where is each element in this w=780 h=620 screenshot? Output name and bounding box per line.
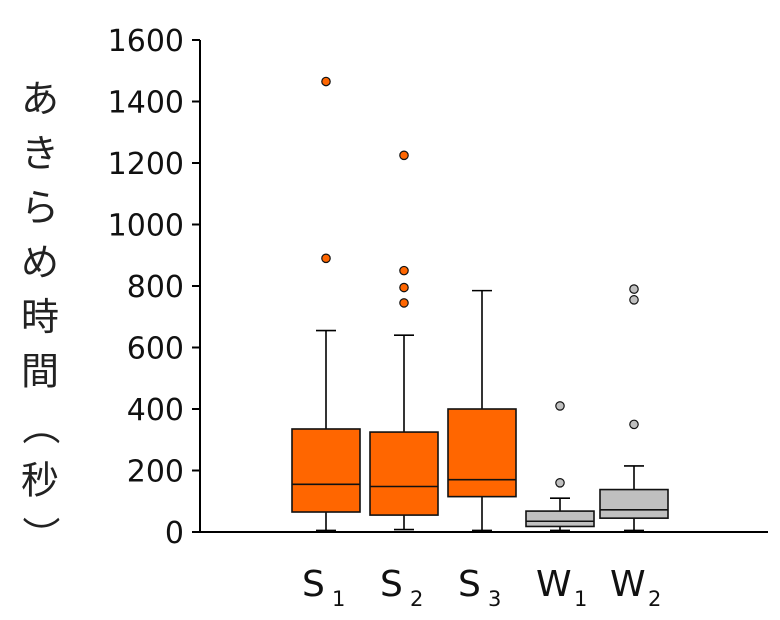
x-category-label: W bbox=[536, 564, 572, 605]
y-label-char: 秒 bbox=[21, 459, 59, 503]
y-tick-label: 400 bbox=[127, 393, 184, 428]
y-label-char: （ bbox=[18, 407, 62, 445]
y-tick-label: 1600 bbox=[108, 24, 184, 59]
outlier-point bbox=[555, 477, 565, 488]
x-category-subscript: 2 bbox=[410, 587, 423, 611]
box-series bbox=[291, 76, 669, 532]
box-w2 bbox=[599, 284, 669, 532]
y-tick-label: 0 bbox=[165, 516, 184, 551]
y-tick-label: 1200 bbox=[108, 147, 184, 182]
outlier-point bbox=[555, 401, 565, 411]
iqr-box bbox=[599, 488, 669, 519]
outlier-point bbox=[321, 253, 331, 264]
y-label-char: 間 bbox=[21, 350, 59, 394]
y-axis: 0 200 400 600 800 1000 1200 1400 1600 bbox=[108, 24, 201, 551]
y-tick-label: 200 bbox=[127, 455, 184, 490]
x-category-label: S bbox=[458, 564, 481, 605]
y-label-char: あ bbox=[21, 77, 59, 121]
outlier-point bbox=[629, 419, 639, 430]
y-label-char: ） bbox=[18, 516, 62, 554]
outlier-point bbox=[399, 282, 409, 293]
y-label-char: き bbox=[21, 132, 59, 176]
x-category-subscript: 2 bbox=[648, 587, 661, 611]
box-w1 bbox=[525, 401, 595, 532]
iqr-box bbox=[291, 428, 361, 513]
iqr-box bbox=[447, 408, 517, 498]
x-category-label: W bbox=[610, 564, 646, 605]
outlier-point bbox=[629, 284, 639, 294]
x-category-subscript: 1 bbox=[574, 587, 587, 611]
box-s3 bbox=[447, 289, 517, 532]
y-label-char: め bbox=[21, 241, 59, 285]
y-tick-label: 1000 bbox=[108, 209, 184, 244]
outlier-point bbox=[399, 150, 409, 161]
y-label-char: ら bbox=[21, 186, 59, 230]
y-tick-label: 800 bbox=[127, 270, 184, 305]
iqr-box bbox=[525, 510, 595, 528]
box-s2 bbox=[369, 150, 439, 531]
y-tick-label: 1400 bbox=[108, 86, 184, 121]
y-label-char: 時 bbox=[21, 295, 59, 339]
box-s1 bbox=[291, 76, 361, 532]
x-category-label: S bbox=[380, 564, 403, 605]
outlier-point bbox=[321, 76, 331, 87]
x-category-subscript: 1 bbox=[332, 587, 345, 611]
outlier-point bbox=[629, 295, 639, 305]
iqr-box bbox=[369, 431, 439, 516]
outlier-point bbox=[399, 265, 409, 276]
x-category-label: S bbox=[302, 564, 325, 605]
x-category-subscript: 3 bbox=[488, 587, 501, 611]
y-tick-label: 600 bbox=[127, 332, 184, 367]
outlier-point bbox=[399, 298, 409, 308]
